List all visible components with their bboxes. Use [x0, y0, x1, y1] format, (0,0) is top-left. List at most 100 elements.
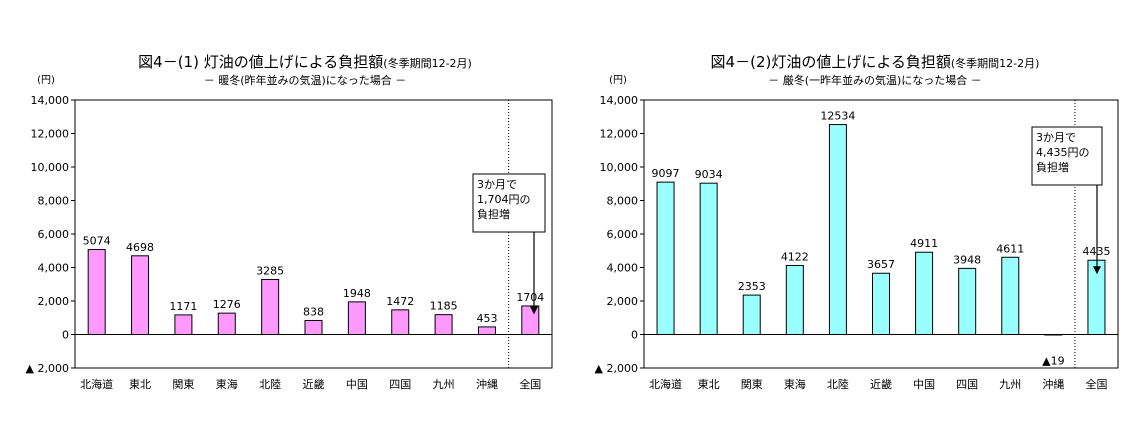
x-tick-label: 東海	[216, 377, 238, 391]
chart-1: 図4－(1) 灯油の値上げによる負担額(冬季期間12-2月) － 暖冬(昨年並みの…	[6, 32, 572, 412]
data-label: 3948	[953, 253, 981, 266]
annotation-arrow-head	[530, 306, 538, 315]
x-tick-label: 四国	[956, 378, 978, 391]
chart-title-main: 図4－(2)灯油の値上げによる負担額	[711, 53, 951, 71]
y-tick-label: ▲ 2,000	[26, 362, 69, 375]
data-label: 2353	[738, 280, 766, 293]
data-label: 4611	[996, 242, 1024, 255]
x-tick-label: 北陸	[827, 378, 849, 391]
bar-北海道	[87, 249, 106, 335]
bar-東海	[785, 264, 804, 336]
x-tick-label: 中国	[346, 378, 368, 391]
data-label: 453	[476, 312, 497, 325]
panel-background	[582, 32, 1148, 412]
bar-関東	[742, 294, 761, 335]
annotation-box	[472, 173, 546, 233]
x-tick-label: 沖縄	[1042, 377, 1064, 391]
data-label: 838	[303, 305, 324, 318]
y-tick-label: 0	[62, 329, 69, 342]
y-tick-label: 2,000	[607, 295, 639, 308]
chart-2: 図4－(2)灯油の値上げによる負担額(冬季期間12-2月) － 厳冬(一昨年並みの…	[582, 32, 1148, 412]
bar-東北	[131, 255, 150, 335]
bar-東北	[699, 182, 718, 335]
chart-subtitle: － 暖冬(昨年並みの気温)になった場合 －	[204, 73, 407, 87]
chart-title: 図4－(1) 灯油の値上げによる負担額(冬季期間12-2月)	[138, 53, 472, 71]
y-tick-label: 4,000	[38, 262, 70, 275]
y-tick-label: ▲ 2,000	[595, 362, 638, 375]
chart-title-note: (冬季期間12-2月)	[383, 56, 472, 70]
y-tick-label: 8,000	[607, 195, 639, 208]
data-label: 1948	[343, 287, 371, 300]
x-tick-label: 全国	[519, 377, 541, 391]
x-tick-label: 九州	[999, 378, 1021, 391]
annotation-arrow-head	[1093, 266, 1101, 275]
x-tick-label: 中国	[913, 378, 935, 391]
chart-title-main: 図4－(1) 灯油の値上げによる負担額	[138, 53, 383, 71]
x-tick-label: 東海	[784, 377, 806, 391]
chart-title-note: (冬季期間12-2月)	[951, 56, 1040, 70]
data-label: ▲19	[1042, 355, 1064, 368]
data-label: 3285	[256, 264, 284, 277]
data-label: 12534	[820, 110, 855, 123]
y-tick-label: 12,000	[31, 128, 70, 141]
data-label: 4122	[781, 250, 809, 263]
annotation-box	[1031, 126, 1103, 186]
data-label: 1276	[213, 298, 241, 311]
x-tick-label: 東北	[129, 378, 151, 391]
bar-北陸	[828, 124, 847, 335]
data-label: 3657	[867, 258, 895, 271]
x-tick-label: 四国	[389, 378, 411, 391]
bar-中国	[915, 251, 934, 335]
x-tick-label: 近畿	[303, 377, 325, 391]
y-axis-unit-label: (円)	[609, 75, 627, 86]
bar-関東	[174, 314, 193, 335]
bar-沖縄	[477, 326, 496, 336]
bar-四国	[391, 309, 410, 335]
bar-東海	[217, 312, 236, 336]
y-tick-label: 2,000	[38, 295, 70, 308]
y-tick-label: 12,000	[600, 128, 639, 141]
annotation-text: 3か月で	[1036, 131, 1076, 144]
x-tick-label: 関東	[741, 378, 763, 391]
data-label: 1472	[386, 295, 414, 308]
bar-九州	[434, 314, 453, 335]
bar-九州	[1001, 256, 1020, 335]
annotation-text: 3か月で	[477, 178, 517, 191]
x-tick-label: 沖縄	[476, 377, 498, 391]
x-tick-label: 北海道	[649, 377, 682, 391]
bar-四国	[958, 267, 977, 335]
x-tick-label: 北陸	[259, 378, 281, 391]
y-tick-label: 14,000	[600, 94, 639, 107]
bar-沖縄	[1044, 334, 1063, 336]
y-tick-label: 6,000	[607, 228, 639, 241]
bar-近畿	[872, 272, 890, 335]
x-tick-label: 北海道	[80, 377, 113, 391]
annotation-text: 4,435円の	[1036, 146, 1090, 159]
data-label: 9097	[652, 167, 680, 180]
data-label: 4698	[126, 241, 154, 254]
data-label: 1171	[169, 300, 197, 313]
bar-北海道	[656, 181, 675, 335]
bar-全国	[521, 305, 540, 336]
x-tick-label: 東北	[698, 378, 720, 391]
y-tick-label: 6,000	[38, 228, 70, 241]
y-tick-label: 14,000	[31, 94, 70, 107]
data-label: 4911	[910, 237, 938, 250]
data-label: 1185	[430, 300, 458, 313]
y-tick-label: 10,000	[31, 161, 70, 174]
y-axis-unit-label: (円)	[37, 75, 55, 86]
annotation-text: 負担増	[1036, 160, 1069, 174]
y-tick-label: 4,000	[607, 262, 639, 275]
x-tick-label: 近畿	[870, 377, 892, 391]
x-tick-label: 関東	[172, 378, 194, 391]
bar-中国	[347, 301, 366, 336]
annotation-text: 1,704円の	[477, 193, 531, 206]
y-tick-label: 0	[631, 329, 638, 342]
y-tick-label: 8,000	[38, 195, 70, 208]
x-tick-label: 全国	[1085, 377, 1107, 391]
data-label: 9034	[695, 168, 723, 181]
x-tick-label: 九州	[433, 378, 455, 391]
bar-北陸	[261, 278, 280, 336]
chart-subtitle: － 厳冬(一昨年並みの気温)になった場合 －	[768, 73, 982, 87]
